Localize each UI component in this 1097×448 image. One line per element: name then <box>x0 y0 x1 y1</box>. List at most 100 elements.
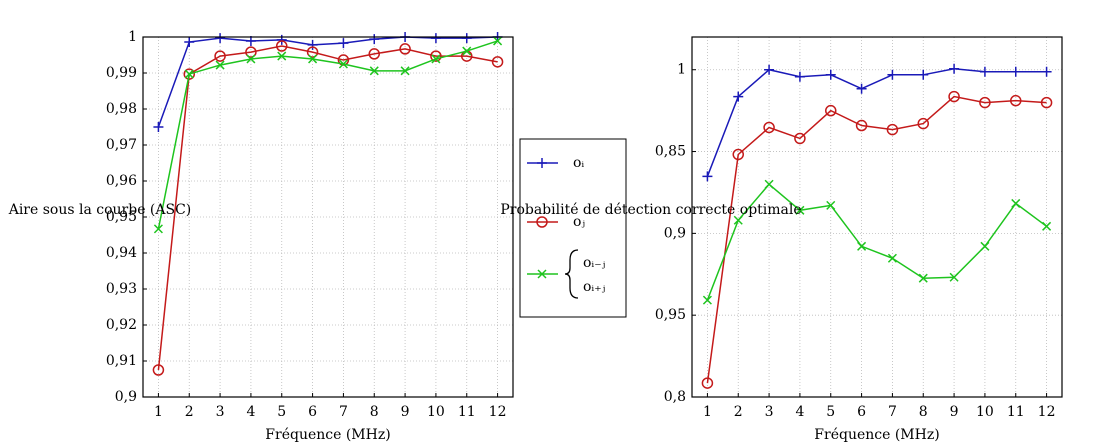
marker <box>491 56 504 68</box>
marker <box>245 46 257 58</box>
y-tick-label: 0,95 <box>655 307 686 323</box>
x-tick-label: 2 <box>734 404 743 420</box>
x-tick-label: 1 <box>154 404 163 420</box>
marker <box>918 273 928 283</box>
x-tick-label: 3 <box>765 404 774 420</box>
marker <box>949 63 960 74</box>
y-tick-label: 0,94 <box>106 245 137 261</box>
series-line <box>157 40 498 230</box>
marker <box>826 200 836 210</box>
marker <box>246 54 256 64</box>
y-tick-label: 0,85 <box>655 144 686 160</box>
marker <box>153 122 164 132</box>
marker <box>795 205 805 215</box>
marker <box>1010 66 1021 77</box>
marker <box>245 35 256 46</box>
series-line <box>706 183 1048 301</box>
y-axis-label: Probabilité de détection correcte optima… <box>500 202 801 218</box>
legend-box <box>519 138 627 318</box>
marker <box>732 148 744 161</box>
marker <box>537 158 547 168</box>
plot-frame <box>691 36 1063 398</box>
legend-label: oⱼ <box>573 214 585 230</box>
marker <box>536 216 548 228</box>
marker <box>855 119 868 132</box>
series-line <box>157 36 498 128</box>
marker <box>825 104 837 117</box>
marker <box>764 64 775 75</box>
marker <box>368 48 380 60</box>
marker <box>215 60 225 70</box>
marker <box>308 54 318 64</box>
x-tick-label: 5 <box>277 404 286 420</box>
marker <box>1041 66 1052 77</box>
marker <box>430 33 441 44</box>
x-axis-label: Fréquence (MHz) <box>265 427 390 443</box>
y-tick-label: 0,92 <box>106 317 137 333</box>
marker <box>733 215 743 225</box>
marker <box>338 59 348 69</box>
marker <box>856 83 867 94</box>
marker <box>152 364 165 376</box>
x-tick-label: 12 <box>1038 404 1056 420</box>
x-tick-label: 6 <box>857 404 866 420</box>
legend-label: oᵢ <box>573 155 584 171</box>
x-axis-label: Fréquence (MHz) <box>814 427 939 443</box>
x-tick-label: 11 <box>458 404 476 420</box>
y-tick-label: 0,9 <box>115 389 137 405</box>
marker <box>430 50 442 62</box>
x-tick-label: 11 <box>1007 404 1025 420</box>
x-tick-label: 4 <box>246 404 255 420</box>
marker <box>887 69 898 80</box>
y-tick-label: 1 <box>128 29 137 45</box>
series-line <box>706 95 1047 384</box>
marker <box>276 40 288 52</box>
y-tick-label: 1 <box>677 62 686 78</box>
legend-brace <box>564 249 579 299</box>
marker <box>1010 94 1022 107</box>
x-tick-label: 8 <box>919 404 928 420</box>
x-tick-label: 8 <box>370 404 379 420</box>
marker <box>183 68 195 80</box>
marker <box>306 46 319 58</box>
marker <box>701 377 714 389</box>
marker <box>153 224 163 234</box>
marker <box>979 66 990 77</box>
marker <box>400 66 410 76</box>
marker <box>537 269 547 279</box>
y-tick-label: 0,97 <box>106 137 137 153</box>
x-tick-label: 9 <box>401 404 410 420</box>
x-tick-label: 3 <box>216 404 225 420</box>
x-tick-label: 4 <box>795 404 804 420</box>
marker <box>886 123 899 136</box>
marker <box>794 132 806 145</box>
y-tick-label: 0,9 <box>664 225 686 241</box>
marker <box>980 241 990 251</box>
series-line <box>706 67 1047 177</box>
legend: oᵢ oⱼ oᵢ₋ⱼ oᵢ₊ⱼ <box>519 138 627 318</box>
marker <box>184 37 195 48</box>
plot-frame <box>142 36 514 398</box>
marker <box>215 33 226 44</box>
marker <box>794 71 805 82</box>
marker <box>338 38 349 49</box>
marker <box>462 46 472 56</box>
marker <box>1011 198 1021 208</box>
marker <box>763 121 775 134</box>
marker <box>369 66 379 76</box>
y-tick-label: 0,8 <box>664 389 686 405</box>
marker <box>918 69 929 80</box>
marker <box>702 295 712 305</box>
series-line <box>157 45 498 371</box>
marker <box>857 241 867 251</box>
x-tick-label: 9 <box>950 404 959 420</box>
marker <box>399 43 411 55</box>
x-tick-label: 10 <box>976 404 994 420</box>
marker <box>307 39 318 50</box>
marker <box>1040 96 1053 109</box>
marker <box>733 91 744 102</box>
x-tick-label: 12 <box>489 404 507 420</box>
marker <box>948 90 960 103</box>
x-tick-label: 10 <box>427 404 445 420</box>
marker <box>764 179 774 189</box>
